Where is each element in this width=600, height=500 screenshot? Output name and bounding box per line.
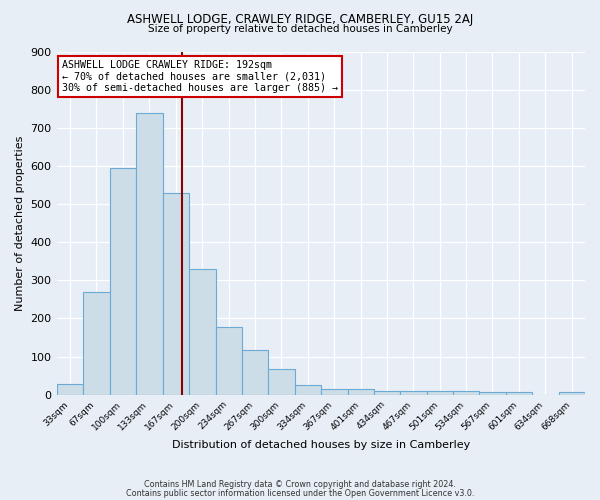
Bar (400, 391, 427, 394)
Bar (83, 292, 110, 394)
Bar (136, 112, 163, 394)
Bar (295, 385, 321, 394)
X-axis label: Distribution of detached houses by size in Camberley: Distribution of detached houses by size … (172, 440, 470, 450)
Text: ASHWELL LODGE, CRAWLEY RIDGE, CAMBERLEY, GU15 2AJ: ASHWELL LODGE, CRAWLEY RIDGE, CAMBERLEY,… (127, 12, 473, 26)
Bar (110, 168, 136, 394)
Bar (56, 384, 83, 394)
Text: Size of property relative to detached houses in Camberley: Size of property relative to detached ho… (148, 24, 452, 34)
Bar (479, 392, 506, 394)
Bar (242, 350, 268, 395)
Bar (321, 389, 347, 394)
Y-axis label: Number of detached properties: Number of detached properties (15, 136, 25, 311)
Bar (506, 392, 532, 394)
Bar (347, 389, 374, 394)
Bar (268, 369, 295, 394)
Text: ASHWELL LODGE CRAWLEY RIDGE: 192sqm
← 70% of detached houses are smaller (2,031): ASHWELL LODGE CRAWLEY RIDGE: 192sqm ← 70… (62, 60, 338, 94)
Bar (559, 392, 585, 394)
Bar (427, 391, 453, 394)
Bar (374, 391, 400, 394)
Bar (453, 391, 479, 394)
Text: Contains HM Land Registry data © Crown copyright and database right 2024.: Contains HM Land Registry data © Crown c… (144, 480, 456, 489)
Bar (188, 269, 215, 394)
Bar (215, 327, 242, 394)
Bar (163, 192, 188, 394)
Text: Contains public sector information licensed under the Open Government Licence v3: Contains public sector information licen… (126, 488, 474, 498)
